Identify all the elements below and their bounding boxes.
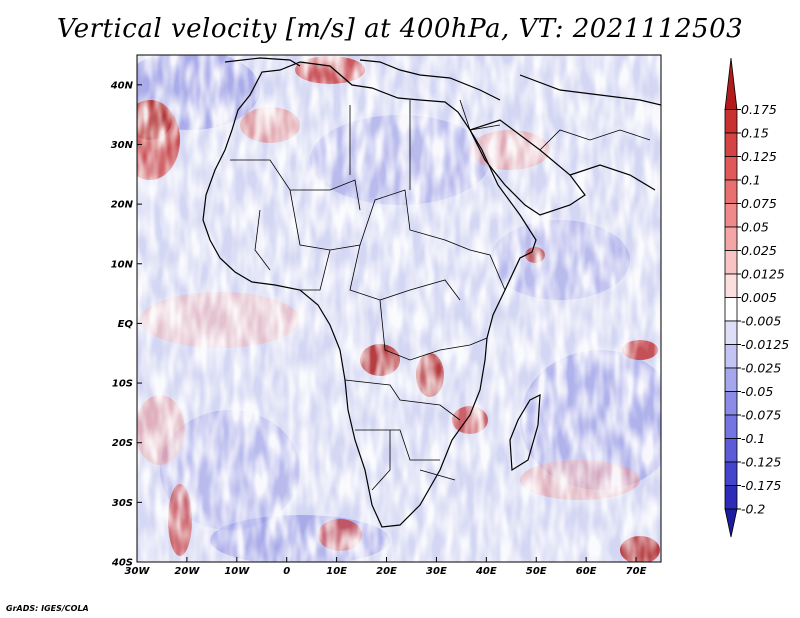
colorbar-swatch <box>724 156 738 181</box>
grads-credit: GrADS: IGES/COLA <box>6 604 89 613</box>
lon-tick-label: 10E <box>326 566 347 577</box>
colorbar-swatch <box>724 485 738 510</box>
colorbar-label: 0.025 <box>741 243 777 258</box>
colorbar-swatch <box>724 297 738 322</box>
lat-tick-label: 30S <box>112 498 133 509</box>
colorbar-swatch <box>724 203 738 228</box>
colorbar-label: 0.05 <box>741 220 769 235</box>
lon-tick-label: 50E <box>526 566 547 577</box>
colorbar-swatch <box>724 132 738 157</box>
lon-tick-label: 70E <box>626 566 647 577</box>
colorbar-label: -0.2 <box>741 502 765 517</box>
lat-tick-label: 30N <box>111 140 134 151</box>
colorbar-swatch <box>724 461 738 486</box>
lon-tick-label: 30W <box>125 566 151 577</box>
map-title: Vertical velocity [m/s] at 400hPa, VT: 2… <box>56 14 744 44</box>
colorbar-swatch <box>724 508 738 538</box>
colorbar-swatch <box>724 250 738 275</box>
lon-tick-label: 0 <box>283 566 290 577</box>
colorbar-label: 0.075 <box>741 196 777 211</box>
colorbar-swatch <box>724 57 738 110</box>
colorbar-label: 0.0125 <box>741 267 785 282</box>
colorbar-swatch <box>724 179 738 204</box>
colorbar-label: -0.075 <box>741 408 781 423</box>
lon-tick-label: 10W <box>224 566 250 577</box>
axis-labels: 30W 20W 10W 0 10E 20E 30E 40E 50E 60E 70E 40N 30N 20N… <box>110 80 647 577</box>
lat-tick-label: 20S <box>112 438 133 449</box>
lat-tick-label: 40S <box>111 558 133 569</box>
velocity-field <box>137 55 661 562</box>
colorbar-label: -0.0125 <box>741 337 789 352</box>
colorbar-swatch <box>724 109 738 134</box>
colorbar-label: 0.1 <box>741 173 761 188</box>
lon-tick-label: 20W <box>174 566 200 577</box>
coastlines <box>202 57 661 528</box>
colorbar-label: -0.1 <box>741 431 765 446</box>
lat-tick-label: 10N <box>111 259 134 270</box>
lat-tick-label: 20N <box>111 200 134 211</box>
colorbar-swatch <box>724 273 738 298</box>
colorbar-label: -0.125 <box>741 455 781 470</box>
colorbar-label: -0.025 <box>741 361 781 376</box>
colorbar-swatch <box>724 367 738 392</box>
lat-tick-label: EQ <box>118 319 134 330</box>
colorbar-swatch <box>724 226 738 251</box>
colorbar-label: -0.005 <box>741 314 781 329</box>
colorbar-swatch <box>724 391 738 416</box>
colorbar-swatch <box>724 320 738 345</box>
lon-tick-label: 60E <box>576 566 597 577</box>
colorbar-label: 0.15 <box>741 126 769 141</box>
lat-tick-label: 40N <box>110 80 134 91</box>
lon-tick-label: 20E <box>376 566 397 577</box>
colorbar-label: 0.125 <box>741 149 777 164</box>
colorbar-swatch <box>724 414 738 439</box>
lon-tick-label: 30E <box>426 566 447 577</box>
colorbar-label: -0.05 <box>741 384 773 399</box>
colorbar-label: -0.175 <box>741 478 781 493</box>
colorbar-swatch <box>724 438 738 463</box>
axis-ticks <box>136 84 637 563</box>
map-area <box>136 54 662 563</box>
map-frame <box>136 54 662 563</box>
lon-tick-label: 40E <box>475 566 497 577</box>
colorbar-label: 0.005 <box>741 290 777 305</box>
colorbar: 0.175 0.15 0.125 0.1 0.075 0.05 0.025 0.0125 0.0… <box>724 57 789 538</box>
colorbar-swatch <box>724 344 738 369</box>
country-borders <box>230 99 651 491</box>
colorbar-label: 0.175 <box>741 102 777 117</box>
lat-tick-label: 10S <box>112 379 133 390</box>
